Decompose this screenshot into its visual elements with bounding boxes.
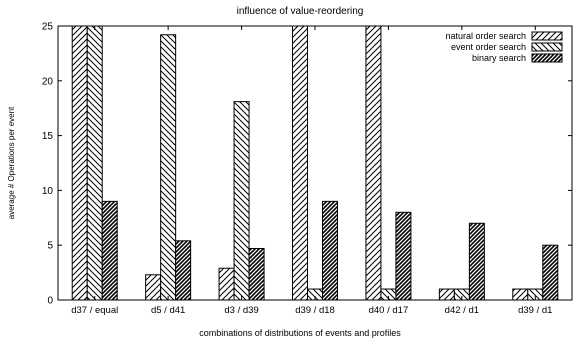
axis-ticks: 0 5 10 15 20 25 d37 / equal d5 / d41 d3 / d39 d39… — [42, 22, 572, 316]
y-tick-label: 5 — [47, 241, 53, 252]
bars — [71, 25, 559, 301]
bar-binary-search-5 — [468, 222, 485, 301]
y-tick-label: 10 — [42, 186, 54, 197]
bar-natural-order-search-5 — [438, 288, 455, 301]
plot-area: 0 5 10 15 20 25 d37 / equal d5 / d41 d3 / d39 d39… — [42, 22, 573, 316]
y-tick-label: 15 — [42, 131, 54, 142]
legend-swatch — [531, 42, 563, 52]
x-tick-label: d39 / d1 — [518, 305, 552, 316]
x-tick-label: d40 / d17 — [369, 305, 409, 316]
bar-event-order-search-0 — [86, 25, 103, 301]
x-tick-label: d3 / d39 — [224, 305, 258, 316]
bar-event-order-search-2 — [233, 101, 250, 301]
x-tick-label: d42 / d1 — [445, 305, 479, 316]
chart-title: influence of value-reordering — [237, 6, 364, 17]
bar-natural-order-search-3 — [292, 25, 308, 301]
legend-label: binary search — [472, 53, 526, 63]
legend-swatch — [531, 53, 563, 63]
bar-binary-search-2 — [248, 247, 265, 301]
bar-event-order-search-1 — [160, 34, 177, 301]
x-tick-label: d37 / equal — [71, 305, 118, 316]
y-tick-label: 0 — [47, 296, 53, 307]
y-tick-label: 25 — [42, 22, 54, 33]
bar-natural-order-search-1 — [145, 274, 162, 301]
bar-binary-search-3 — [322, 200, 338, 301]
bar-binary-search-0 — [101, 200, 118, 301]
plot-frame — [57, 25, 573, 301]
x-tick-label: d39 / d18 — [295, 305, 335, 316]
bar-natural-order-search-2 — [218, 267, 235, 301]
legend-label: event order search — [451, 42, 526, 52]
bar-binary-search-6 — [542, 244, 559, 301]
bar-natural-order-search-0 — [71, 25, 88, 301]
x-axis-label: combinations of distributions of events … — [199, 328, 401, 338]
bar-binary-search-1 — [175, 240, 192, 301]
y-tick-label: 20 — [42, 76, 54, 87]
y-axis-label: average # Operations per event — [7, 106, 16, 219]
legend-swatch — [531, 31, 563, 41]
x-tick-label: d5 / d41 — [151, 305, 185, 316]
bar-binary-search-4 — [395, 211, 412, 301]
bar-natural-order-search-4 — [365, 25, 382, 301]
bar-natural-order-search-6 — [512, 288, 529, 301]
legend-label: natural order search — [445, 31, 526, 41]
